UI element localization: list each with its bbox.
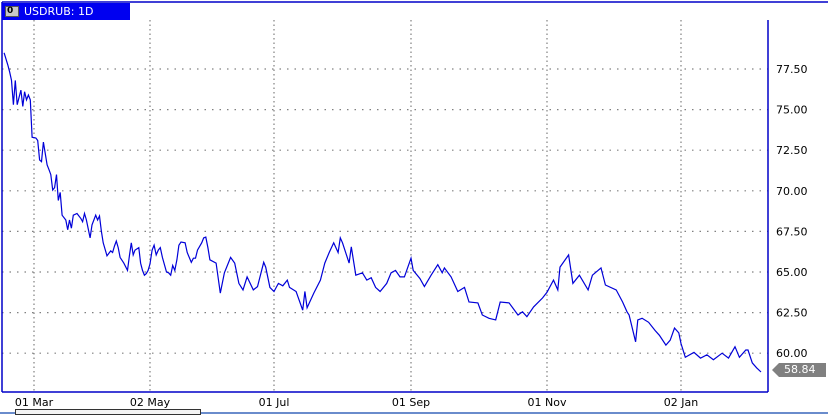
y-tick-label: 67.50 — [776, 225, 808, 238]
y-tick-label: 77.50 — [776, 63, 808, 76]
y-tick-label: 60.00 — [776, 347, 808, 360]
y-tick-label: 75.00 — [776, 104, 808, 117]
grid — [2, 20, 768, 392]
price-line — [3, 52, 762, 373]
x-axis: 01 Mar 02 May 01 Jul 01 Sep 01 Nov 02 Jan — [15, 396, 698, 409]
window-index-icon[interactable]: 0 — [5, 6, 19, 17]
x-tick-label: 01 Mar — [15, 396, 54, 409]
y-tick-label: 72.50 — [776, 144, 808, 157]
chart-title-tab[interactable]: 0 USDRUB: 1D — [2, 3, 130, 20]
x-tick-label: 01 Sep — [392, 396, 430, 409]
chart-scrollbar[interactable] — [15, 409, 201, 415]
x-tick-label: 02 May — [130, 396, 171, 409]
chart-title: USDRUB: 1D — [24, 5, 94, 18]
last-price-tag: 58.84 — [772, 363, 826, 377]
x-tick-label: 02 Jan — [664, 396, 698, 409]
x-tick-label: 01 Nov — [528, 396, 567, 409]
y-axis: 77.50 75.00 72.50 70.00 67.50 65.00 62.50 60.00 — [776, 63, 808, 360]
y-tick-label: 65.00 — [776, 266, 808, 279]
y-tick-label: 70.00 — [776, 185, 808, 198]
x-tick-label: 01 Jul — [259, 396, 290, 409]
y-tick-label: 62.50 — [776, 307, 808, 320]
